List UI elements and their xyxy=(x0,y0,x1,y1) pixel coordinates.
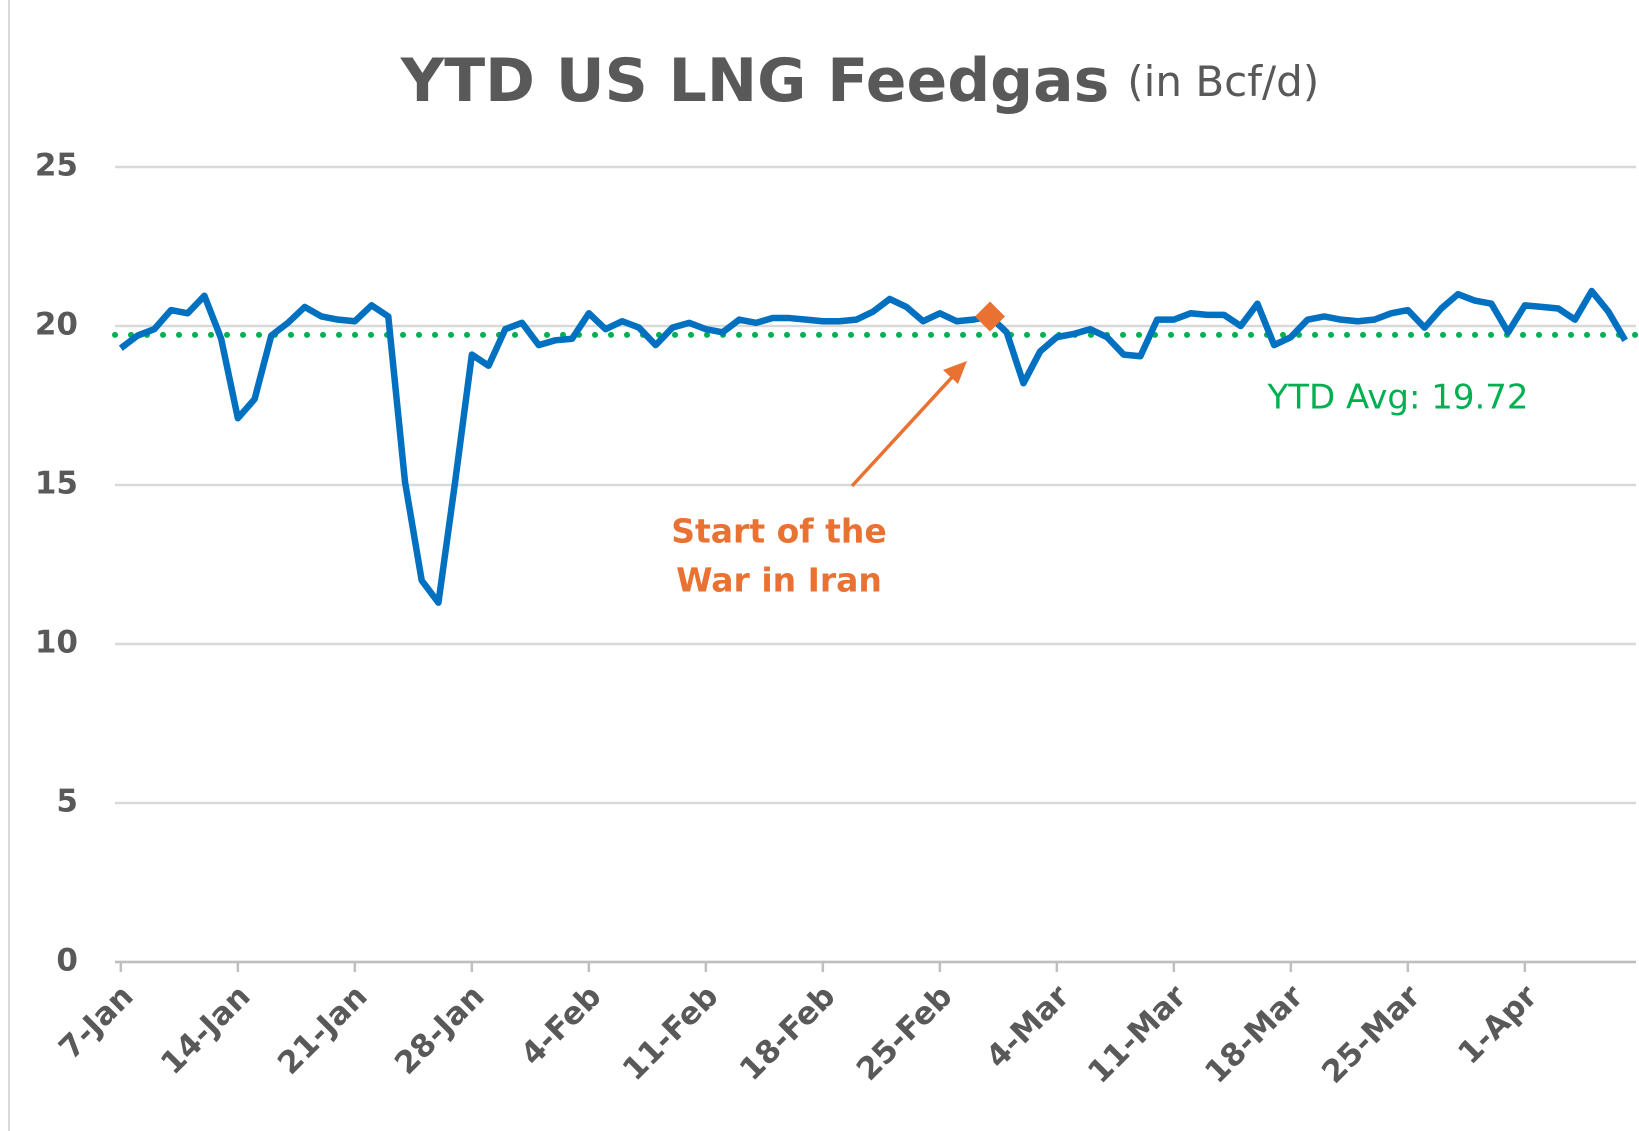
y-tick-label: 0 xyxy=(56,943,78,979)
data-line xyxy=(118,287,1628,606)
y-tick-label: 10 xyxy=(35,625,78,661)
average-label: YTD Avg: 19.72 xyxy=(1266,378,1528,418)
x-tick-label: 18-Feb xyxy=(733,978,843,1088)
x-tick-label: 21-Jan xyxy=(271,978,375,1082)
x-tick-label: 25-Feb xyxy=(850,978,960,1088)
x-tick-label: 4-Feb xyxy=(514,978,608,1072)
x-tick-label: 1-Apr xyxy=(1451,978,1545,1072)
y-tick-label: 5 xyxy=(56,784,78,820)
y-tick-label: 15 xyxy=(35,466,78,502)
x-tick-label: 11-Mar xyxy=(1081,978,1194,1091)
annotation-arrowhead xyxy=(943,361,967,384)
annotation-text: War in Iran xyxy=(676,561,882,600)
annotation-marker xyxy=(974,301,1005,332)
x-tick-label: 7-Jan xyxy=(52,978,140,1066)
x-tick-label: 4-Mar xyxy=(979,978,1077,1076)
x-tick-label: 18-Mar xyxy=(1198,978,1311,1091)
chart-subtitle: (in Bcf/d) xyxy=(1127,57,1319,106)
x-tick-label: 28-Jan xyxy=(388,978,492,1082)
chart-title: YTD US LNG Feedgas xyxy=(400,46,1110,116)
x-tick-label: 25-Mar xyxy=(1315,978,1428,1091)
chart-heading: YTD US LNG Feedgas (in Bcf/d) xyxy=(400,46,1319,116)
annotation-arrow xyxy=(850,372,957,488)
x-tick-label: 11-Feb xyxy=(616,978,726,1088)
y-tick-label: 20 xyxy=(35,307,78,343)
annotation-text: Start of the xyxy=(671,512,887,551)
x-tick-label: 14-Jan xyxy=(154,978,258,1082)
y-tick-label: 25 xyxy=(35,148,78,184)
